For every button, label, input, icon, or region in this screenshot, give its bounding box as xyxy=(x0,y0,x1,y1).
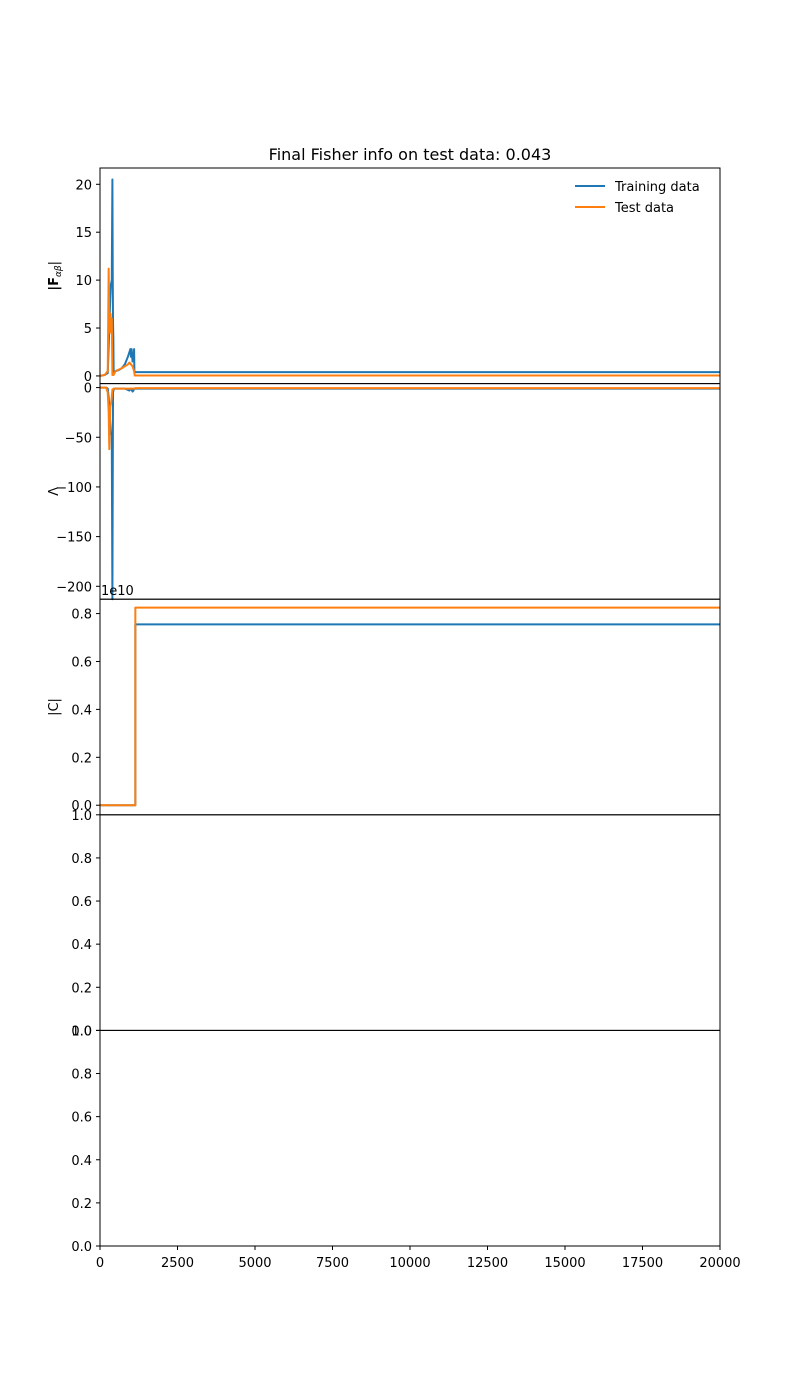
y-tick-label: 0.2 xyxy=(71,1197,92,1212)
y-axis-label: |Fαβ| xyxy=(47,261,64,291)
subplot-5: 0.0 0.2 0.4 0.6 0.8 1.0 0 2500 5000 7500 10000 1250… xyxy=(71,1024,740,1271)
y-tick-label: 0.0 xyxy=(71,1240,92,1255)
subplot-stack: 05101520|Fαβ|0−50−100−150−200Λ0.00.20.40… xyxy=(47,167,741,1271)
subplot-1: 0 5 10 15 20 |Fαβ| xyxy=(47,167,721,385)
legend-label-training: Training data xyxy=(614,180,700,195)
y-tick-label: 0.8 xyxy=(71,1068,92,1083)
y-tick-label: 5 xyxy=(84,322,92,337)
y-offset-text: 1e10 xyxy=(101,584,134,599)
x-tick-label: 20000 xyxy=(699,1256,740,1271)
y-tick-label: 0.0 xyxy=(71,1024,92,1039)
series-line-test xyxy=(100,606,720,807)
y-tick-label: 1.0 xyxy=(71,1024,92,1039)
y-tick-label: −100 xyxy=(56,481,92,496)
y-tick-label: 15 xyxy=(75,226,92,241)
legend: Training data Test data xyxy=(575,180,700,216)
y-tick-label: 0.4 xyxy=(71,938,92,953)
x-tick-label: 5000 xyxy=(238,1256,271,1271)
y-tick-label: 0.2 xyxy=(71,751,92,766)
y-tick-label: −150 xyxy=(56,531,92,546)
x-tick-label: 7500 xyxy=(316,1256,349,1271)
y-axis-label: |C| xyxy=(47,698,62,716)
series-line-test xyxy=(99,267,720,377)
y-axis-label: Λ xyxy=(47,487,62,496)
chart-title: Final Fisher info on test data: 0.043 xyxy=(269,145,552,164)
x-tick-label: 17500 xyxy=(622,1256,663,1271)
x-tick-label: 10000 xyxy=(389,1256,430,1271)
y-tick-label: 0.4 xyxy=(71,703,92,718)
y-tick-label: 20 xyxy=(75,178,92,193)
y-tick-label: 10 xyxy=(75,274,92,289)
y-tick-label: 0 xyxy=(84,370,92,385)
y-tick-label: 0 xyxy=(84,382,92,397)
y-tick-label: 0.8 xyxy=(71,608,92,623)
y-tick-label: −50 xyxy=(65,431,92,446)
legend-label-test: Test data xyxy=(614,201,674,216)
y-tick-label: 0.8 xyxy=(71,852,92,867)
subplot-2: 0 −50 −100 −150 −200 Λ xyxy=(47,382,721,601)
series-line-test xyxy=(100,386,720,451)
y-tick-label: 0.4 xyxy=(71,1154,92,1169)
y-tick-label: 1.0 xyxy=(71,809,92,824)
subplot-3: 0.0 0.2 0.4 0.6 0.8 |C| 1e10 xyxy=(47,584,721,816)
y-tick-label: 0.6 xyxy=(71,895,92,910)
y-tick-label: −200 xyxy=(56,580,92,595)
x-tick-label: 12500 xyxy=(467,1256,508,1271)
y-tick-label: 0.0 xyxy=(71,799,92,814)
x-tick-label: 2500 xyxy=(161,1256,194,1271)
y-tick-label: 0.6 xyxy=(71,655,92,670)
x-tick-label: 0 xyxy=(96,1256,104,1271)
y-tick-label: 0.6 xyxy=(71,1111,92,1126)
y-tick-label: 0.2 xyxy=(71,981,92,996)
x-tick-label: 15000 xyxy=(544,1256,585,1271)
subplot-4: 0.0 0.2 0.4 0.6 0.8 1.0 xyxy=(71,809,721,1039)
